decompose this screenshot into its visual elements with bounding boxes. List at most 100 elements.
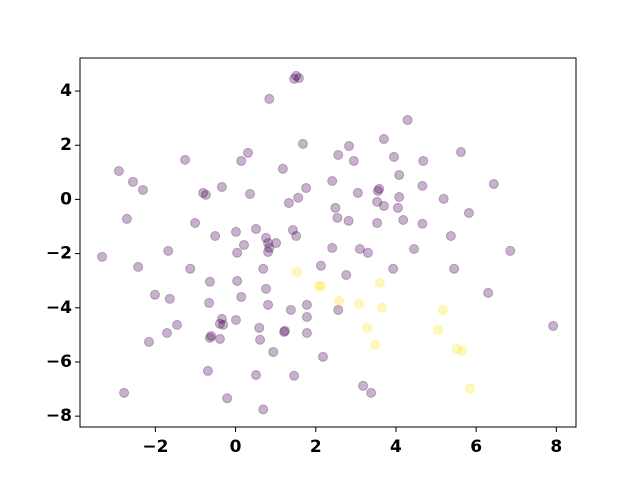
point xyxy=(374,277,385,288)
point xyxy=(451,343,462,354)
point xyxy=(279,326,290,337)
point xyxy=(372,196,383,207)
point xyxy=(394,191,405,202)
point xyxy=(268,346,279,357)
point xyxy=(285,304,296,315)
point xyxy=(263,238,274,249)
x-tick-label: 8 xyxy=(550,437,562,457)
plot-frame xyxy=(79,57,577,428)
point xyxy=(344,141,355,152)
point xyxy=(327,242,338,253)
point xyxy=(277,163,288,174)
point xyxy=(222,393,233,404)
point xyxy=(505,245,516,256)
point xyxy=(137,184,148,195)
point xyxy=(143,336,154,347)
point xyxy=(202,365,213,376)
point xyxy=(245,189,256,200)
point xyxy=(254,322,265,333)
point xyxy=(317,351,328,362)
point xyxy=(263,246,274,257)
point xyxy=(327,176,338,186)
point xyxy=(378,200,389,211)
point xyxy=(343,215,354,226)
point xyxy=(362,247,373,258)
point xyxy=(258,263,269,274)
point xyxy=(216,313,227,324)
point xyxy=(261,283,272,294)
x-tick-label: 4 xyxy=(390,437,402,457)
point xyxy=(149,289,160,300)
point xyxy=(287,225,298,236)
point xyxy=(301,327,312,338)
point xyxy=(200,189,211,200)
point xyxy=(204,297,215,308)
point xyxy=(433,325,444,336)
point xyxy=(457,345,468,356)
point xyxy=(204,276,215,287)
point xyxy=(402,115,413,126)
point xyxy=(190,217,201,228)
point xyxy=(370,339,381,350)
point xyxy=(210,230,221,241)
point xyxy=(113,165,124,176)
point xyxy=(374,183,385,194)
point xyxy=(330,202,341,213)
point xyxy=(258,404,269,415)
point xyxy=(333,149,344,160)
point xyxy=(185,263,196,274)
point xyxy=(333,304,344,315)
point xyxy=(214,318,225,329)
point xyxy=(172,319,183,330)
point xyxy=(279,325,290,336)
point xyxy=(548,320,559,331)
point xyxy=(232,247,243,258)
point xyxy=(398,215,409,226)
point xyxy=(283,197,294,208)
point xyxy=(301,183,312,194)
point xyxy=(232,275,243,286)
point xyxy=(341,270,352,281)
point xyxy=(409,244,420,255)
y-tick-label: −2 xyxy=(46,244,72,264)
point xyxy=(376,302,387,313)
point xyxy=(488,178,499,189)
x-tick-label: −2 xyxy=(142,437,168,457)
point xyxy=(204,332,215,343)
point xyxy=(264,242,275,253)
point xyxy=(236,155,247,166)
point xyxy=(378,134,389,145)
point xyxy=(230,226,241,237)
y-tick-label: −6 xyxy=(46,352,72,372)
x-tick-label: 6 xyxy=(470,437,482,457)
point xyxy=(119,387,130,398)
point xyxy=(463,207,474,218)
point xyxy=(332,212,343,223)
point xyxy=(164,293,175,304)
point xyxy=(293,73,304,84)
point xyxy=(297,138,308,149)
point xyxy=(261,232,272,243)
point xyxy=(251,369,262,380)
x-tick-label: 0 xyxy=(230,437,242,457)
point xyxy=(255,334,266,345)
point xyxy=(206,330,217,341)
point xyxy=(354,299,365,309)
point xyxy=(264,93,275,104)
point xyxy=(438,193,449,204)
point xyxy=(301,299,312,310)
point xyxy=(218,319,229,330)
point xyxy=(271,238,282,249)
point xyxy=(313,280,324,291)
point xyxy=(388,151,399,162)
point xyxy=(289,370,300,381)
y-tick-label: −4 xyxy=(46,298,72,318)
point xyxy=(348,155,359,166)
point xyxy=(418,155,429,166)
point xyxy=(291,230,302,241)
point xyxy=(291,70,302,81)
y-tick-label: −8 xyxy=(46,406,72,426)
point xyxy=(198,187,209,198)
point xyxy=(315,280,326,291)
